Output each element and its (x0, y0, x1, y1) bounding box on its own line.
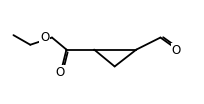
Text: O: O (172, 44, 181, 57)
Text: O: O (40, 31, 49, 44)
Text: O: O (56, 66, 65, 79)
